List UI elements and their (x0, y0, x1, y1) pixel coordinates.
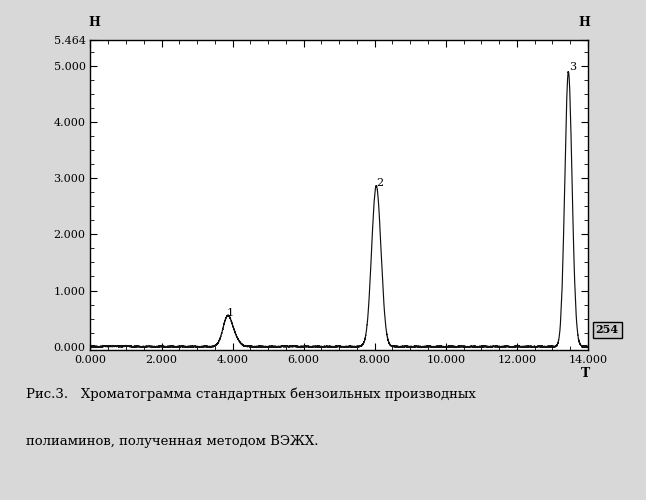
Text: H: H (88, 16, 100, 29)
Text: 3: 3 (569, 62, 576, 72)
Text: 254: 254 (596, 324, 619, 336)
Text: Рис.3.   Хроматограмма стандартных бензоильных производных: Рис.3. Хроматограмма стандартных бензоил… (26, 388, 475, 401)
Text: 1: 1 (227, 308, 234, 318)
Text: 2: 2 (377, 178, 384, 188)
Text: полиаминов, полученная методом ВЭЖХ.: полиаминов, полученная методом ВЭЖХ. (26, 435, 318, 448)
Text: H: H (578, 16, 590, 29)
Text: T: T (581, 367, 590, 380)
